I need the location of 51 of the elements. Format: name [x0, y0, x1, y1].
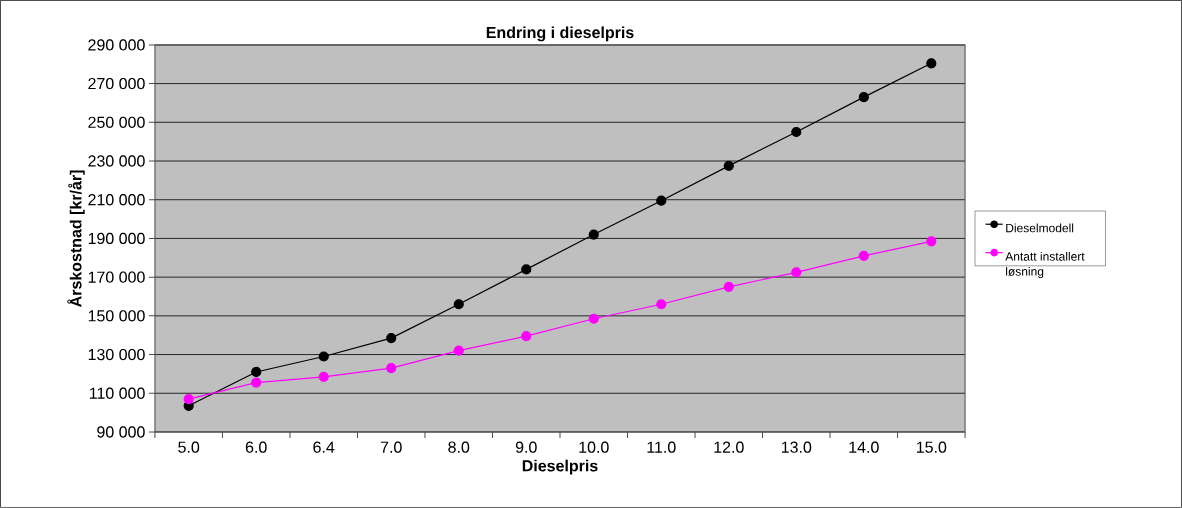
point [521, 264, 532, 275]
point [723, 160, 734, 172]
point [858, 92, 869, 103]
x-tick-label: 12.0 [714, 441, 744, 453]
point [588, 229, 599, 240]
y-tick-label: 210 000 [88, 194, 145, 206]
point [588, 313, 599, 324]
point [453, 345, 464, 356]
x-tick-label: 13.0 [781, 441, 812, 453]
y-tick-label: 290 000 [88, 39, 145, 51]
x-tick-label: 6.0 [245, 441, 267, 453]
point [858, 250, 869, 262]
point [386, 333, 397, 344]
x-tick-label: 7.0 [380, 441, 402, 453]
legend-label: Antatt installert løsning [1005, 251, 1085, 279]
x-tick-label: 5.0 [178, 441, 200, 453]
point [183, 394, 194, 405]
point [791, 267, 802, 278]
y-tick-label: 190 000 [88, 232, 145, 245]
x-tick-label: 10.0 [579, 441, 609, 453]
y-tick-label: 90 000 [97, 426, 145, 438]
point [723, 281, 734, 292]
point [926, 58, 937, 69]
x-tick-label: 9.0 [515, 441, 537, 453]
point [656, 195, 667, 206]
y-tick-label: 250 000 [88, 116, 145, 129]
x-tick-label: 6.4 [313, 441, 335, 453]
point [926, 236, 937, 247]
x-axis-title: Dieselpris [522, 459, 598, 475]
x-tick-label: 11.0 [647, 441, 676, 453]
y-tick-label: 270 000 [88, 78, 145, 90]
y-tick-label: 170 000 [88, 271, 145, 283]
y-tick-label: 130 000 [88, 348, 145, 361]
y-tick-label: 230 000 [88, 155, 145, 167]
point [791, 126, 802, 138]
point [251, 366, 262, 378]
y-axis-title: Årskostnad [kr/år] [67, 170, 85, 308]
point [656, 299, 667, 310]
point [318, 351, 329, 362]
y-tick-label: 150 000 [88, 310, 145, 322]
y-tick-label: 110 000 [89, 387, 145, 399]
x-tick-label: 8.0 [448, 441, 470, 453]
point [386, 363, 397, 374]
point [251, 377, 262, 388]
x-tick-label: 15.0 [916, 441, 947, 453]
x-tick-label: 14.0 [849, 441, 879, 453]
point [521, 331, 532, 342]
point [453, 299, 464, 310]
chart-title: Endring i dieselpris [486, 26, 634, 42]
legend-label: Dieselmodell [1006, 223, 1074, 233]
point [318, 371, 329, 382]
